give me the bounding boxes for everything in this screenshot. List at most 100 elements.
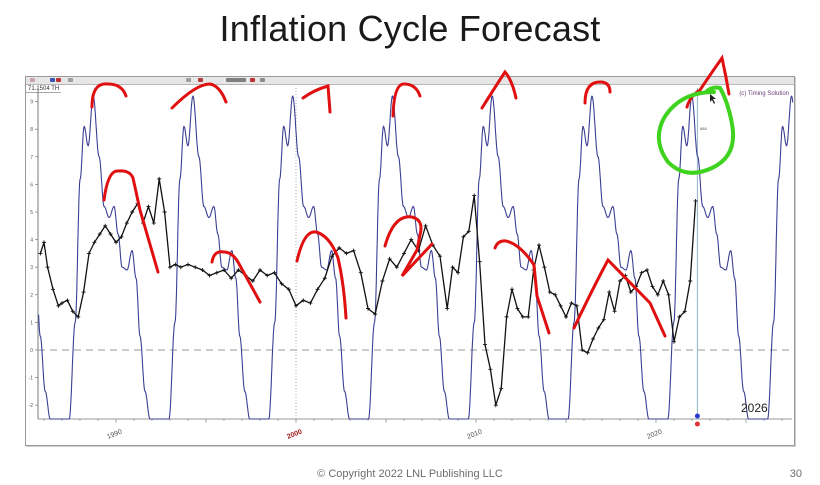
inflation-line bbox=[39, 178, 697, 406]
inflation-point bbox=[146, 204, 151, 209]
inflation-point bbox=[45, 265, 50, 270]
inflation-point bbox=[520, 314, 525, 319]
inflation-top-annotation bbox=[102, 169, 160, 274]
inflation-point bbox=[344, 251, 349, 256]
toolbar-icon[interactable] bbox=[68, 78, 73, 82]
inflation-point bbox=[387, 256, 392, 261]
inflation-point bbox=[70, 309, 75, 314]
toolbar-icon[interactable] bbox=[50, 78, 55, 82]
inflation-point bbox=[322, 276, 327, 281]
inflation-point bbox=[87, 251, 91, 256]
y-tick-label: 3 bbox=[30, 265, 33, 271]
inflation-point bbox=[60, 301, 64, 306]
inflation-point bbox=[366, 306, 370, 311]
inflation-point bbox=[92, 240, 97, 245]
peak-annotation-arc bbox=[583, 80, 612, 105]
inflation-point bbox=[645, 267, 649, 272]
toolbar-icon[interactable] bbox=[30, 78, 35, 82]
inflation-top-annotation bbox=[493, 239, 551, 335]
inflation-point bbox=[537, 243, 541, 248]
y-tick-label: -1 bbox=[29, 376, 34, 382]
inflation-point bbox=[666, 292, 671, 297]
toolbar-icon[interactable] bbox=[260, 78, 265, 82]
inflation-point bbox=[76, 314, 81, 319]
inflation-point bbox=[526, 314, 531, 319]
x-tick-label: 2020 bbox=[646, 428, 663, 440]
inflation-point bbox=[250, 279, 255, 283]
inflation-point bbox=[279, 281, 284, 286]
inflation-point bbox=[272, 270, 277, 275]
mouse-cursor-icon bbox=[710, 94, 716, 104]
y-tick-label: 1 bbox=[30, 320, 33, 326]
toolbar-icon[interactable] bbox=[198, 78, 203, 82]
inflation-point bbox=[207, 273, 212, 278]
inflation-point bbox=[186, 262, 190, 267]
inflation-point bbox=[81, 290, 86, 295]
toolbar-icon[interactable] bbox=[186, 78, 191, 82]
cursor-marker-red bbox=[694, 421, 700, 427]
y-tick-label: 5 bbox=[30, 210, 33, 216]
inflation-point bbox=[564, 314, 568, 319]
toolbar-icon[interactable] bbox=[56, 78, 61, 82]
inflation-point bbox=[286, 287, 291, 292]
y-tick-label: 2 bbox=[30, 293, 33, 299]
inflation-point bbox=[214, 270, 219, 275]
inflation-point bbox=[294, 303, 298, 308]
inflation-point bbox=[628, 290, 633, 295]
inflation-point bbox=[173, 262, 178, 267]
inflation-point bbox=[574, 303, 579, 308]
inflation-top-annotation bbox=[383, 215, 434, 278]
inflation-point bbox=[402, 251, 406, 256]
inflation-point bbox=[193, 265, 198, 270]
inflation-point bbox=[178, 265, 183, 270]
symbol-label: 71.1504 TH bbox=[26, 86, 62, 93]
inflation-point bbox=[591, 336, 595, 341]
inflation-point bbox=[423, 223, 428, 228]
inflation-point bbox=[461, 234, 466, 239]
inflation-point bbox=[504, 314, 509, 319]
inflation-point bbox=[330, 254, 334, 259]
y-tick-label: 4 bbox=[30, 238, 33, 244]
peak-annotation-arc bbox=[170, 82, 228, 110]
inflation-point bbox=[483, 342, 487, 347]
inflation-point bbox=[229, 276, 234, 281]
inflation-point bbox=[488, 367, 493, 372]
inflation-point bbox=[65, 298, 70, 303]
inflation-series bbox=[38, 176, 698, 408]
cursor-year-label: 2026 bbox=[741, 401, 768, 415]
inflation-point bbox=[445, 306, 450, 311]
page-number: 30 bbox=[789, 468, 802, 480]
slide-title: Inflation Cycle Forecast bbox=[219, 8, 601, 49]
inflation-point bbox=[409, 237, 414, 242]
inflation-top-annotation bbox=[210, 250, 262, 304]
inflation-point bbox=[553, 292, 558, 297]
toolbar-icon[interactable] bbox=[250, 78, 255, 82]
inflation-point bbox=[157, 176, 162, 181]
inflation-point bbox=[38, 251, 43, 256]
peak-annotation-arc bbox=[391, 82, 422, 118]
inflation-point bbox=[51, 287, 55, 292]
inflation-point bbox=[438, 254, 442, 259]
inflation-point bbox=[119, 234, 124, 239]
inflation-point bbox=[42, 240, 46, 245]
highlight-circle-annotation bbox=[656, 85, 735, 175]
inflation-point bbox=[569, 301, 574, 306]
inflation-point bbox=[337, 245, 342, 250]
peak-annotation-arc bbox=[480, 69, 518, 110]
inflation-point bbox=[607, 290, 612, 295]
toolbar-icon[interactable] bbox=[226, 78, 246, 82]
forecast-line bbox=[38, 95, 794, 420]
annotations bbox=[90, 54, 735, 338]
inflation-point bbox=[585, 350, 590, 355]
inflation-point bbox=[515, 306, 520, 311]
inflation-point bbox=[124, 221, 129, 226]
peak-annotation-arc bbox=[90, 82, 128, 109]
inflation-point bbox=[542, 265, 547, 270]
inflation-point bbox=[601, 317, 606, 322]
inflation-point bbox=[56, 303, 61, 308]
inflation-point bbox=[114, 240, 118, 245]
inflation-point bbox=[151, 221, 156, 226]
inflation-point bbox=[596, 325, 601, 330]
inflation-point bbox=[558, 303, 563, 308]
